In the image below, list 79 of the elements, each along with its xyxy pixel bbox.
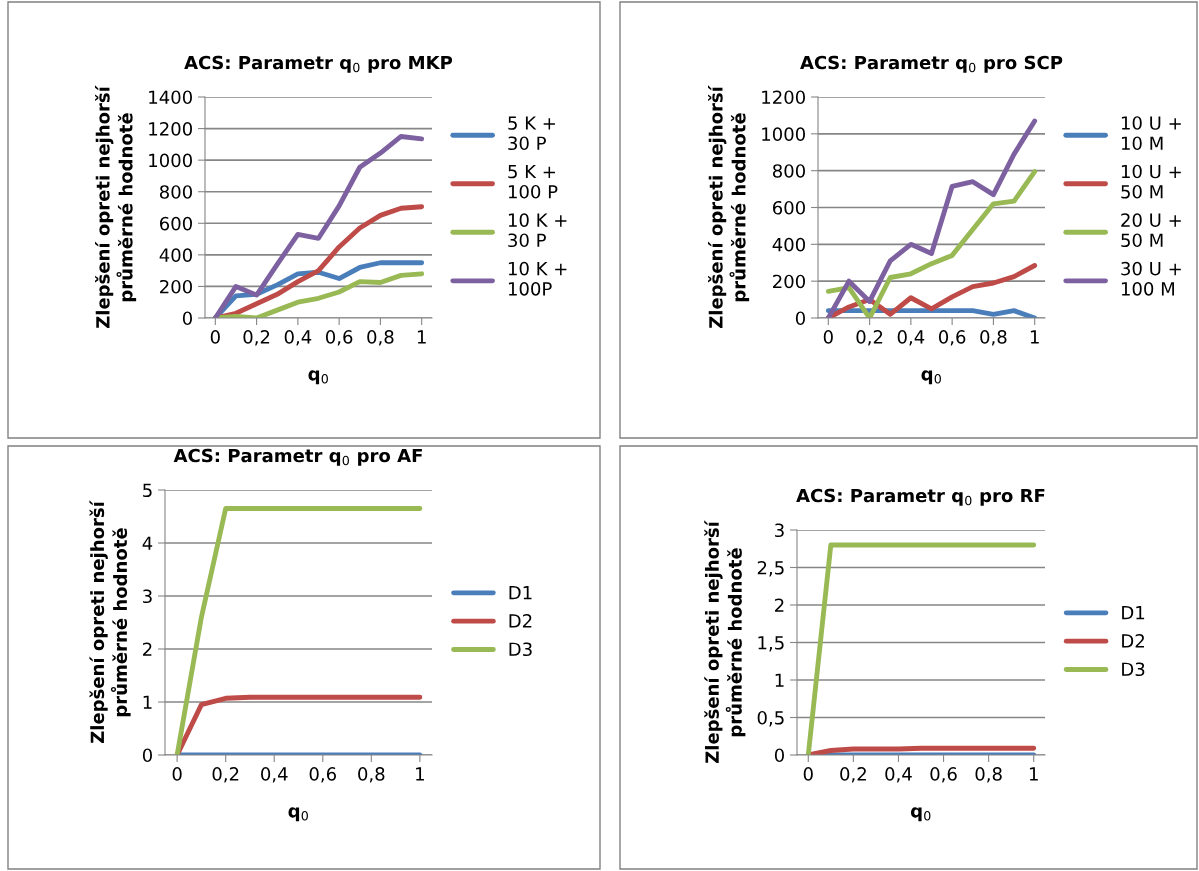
y-tick-label: 1200 xyxy=(762,90,805,105)
y-axis-title: Zlepšení opreti nejhorší průměrné hodnotě xyxy=(708,85,750,329)
chart-title: ACS: Parametr q$_{0}$ pro AF xyxy=(173,448,422,466)
y-tick-label: 4 xyxy=(142,536,153,550)
legend-label: D3 xyxy=(1122,662,1145,677)
x-tick-label: 0,8 xyxy=(975,767,1002,783)
y-tick-label: 800 xyxy=(159,185,192,199)
y-tick-label: 3 xyxy=(775,523,784,538)
x-tick-label: 0,2 xyxy=(840,767,866,783)
legend-label: 10 U + 10 M xyxy=(1121,116,1181,151)
y-tick-label: 800 xyxy=(772,164,805,178)
x-tick-label: 0,6 xyxy=(325,330,353,346)
x-tick-label: 0,2 xyxy=(243,330,270,346)
y-tick-label: 400 xyxy=(772,237,805,252)
legend-label: 30 U + 100 M xyxy=(1121,261,1181,296)
legend-label: D1 xyxy=(1122,606,1145,620)
x-tick-label: 0,6 xyxy=(930,767,957,783)
y-axis-title: Zlepšení opreti nejhorší průměrné hodnotě xyxy=(704,520,746,764)
y-tick-label: 2 xyxy=(143,642,152,656)
y-tick-label: 600 xyxy=(159,216,192,231)
y-tick-label: 0 xyxy=(774,748,784,763)
legend-label: 20 U + 50 M xyxy=(1121,213,1181,248)
x-tick-label: 1 xyxy=(417,330,426,344)
legend-label: 10 K + 100P xyxy=(508,261,567,296)
legend-label: 10 K + 30 P xyxy=(508,213,567,248)
y-tick-label: 0 xyxy=(795,311,805,326)
x-tick-label: 0,4 xyxy=(897,330,925,346)
x-tick-label: 1 xyxy=(416,767,424,781)
x-tick-label: 0,6 xyxy=(938,330,966,346)
y-tick-label: 1000 xyxy=(762,127,805,141)
x-tick-label: 0,4 xyxy=(284,330,312,346)
y-tick-label: 2,5 xyxy=(757,560,784,577)
y-tick-label: 2 xyxy=(775,598,784,612)
x-tick-label: 0,8 xyxy=(367,330,394,346)
x-tick-label: 0,8 xyxy=(358,767,385,783)
x-tick-label: 0,4 xyxy=(261,767,288,783)
x-tick-label: 0,2 xyxy=(856,330,883,346)
y-tick-label: 3 xyxy=(143,589,152,604)
line-series xyxy=(212,134,425,318)
x-axis-title: q$_{0}$ xyxy=(308,370,328,385)
chart-title: ACS: Parametr q$_{0}$ pro MKP xyxy=(184,55,453,73)
y-tick-label: 1000 xyxy=(149,153,192,168)
line-series xyxy=(825,118,1038,318)
x-tick-label: 1 xyxy=(1029,767,1038,781)
y-tick-label: 400 xyxy=(159,248,192,262)
legend-label: D2 xyxy=(1122,634,1144,648)
y-tick-label: 1 xyxy=(775,673,784,687)
legend-label: D3 xyxy=(509,642,532,657)
x-tick-label: 1 xyxy=(1030,330,1039,344)
x-axis-title: q$_{0}$ xyxy=(910,807,931,822)
y-tick-label: 0,5 xyxy=(757,710,784,727)
chart-title: ACS: Parametr q$_{0}$ pro RF xyxy=(796,488,1045,506)
legend-label: 10 U + 50 M xyxy=(1121,164,1181,199)
y-tick-label: 600 xyxy=(772,200,805,215)
y-axis-title: Zlepšení opreti nejhorší průměrné hodnotě xyxy=(89,500,131,744)
legend-label: 5 K + 30 P xyxy=(508,116,555,151)
x-tick-label: 0,6 xyxy=(309,767,336,783)
line-series xyxy=(825,169,1038,318)
x-tick-label: 0 xyxy=(823,330,833,344)
x-tick-label: 0 xyxy=(210,330,220,344)
y-tick-label: 0 xyxy=(182,311,192,326)
x-tick-label: 0,8 xyxy=(980,330,1007,346)
y-axis-title: Zlepšení opreti nejhorší průměrné hodnotě xyxy=(95,85,137,329)
x-axis-title: q$_{0}$ xyxy=(921,370,941,385)
y-tick-label: 200 xyxy=(773,274,805,289)
y-tick-label: 1400 xyxy=(149,90,192,105)
legend-label: D2 xyxy=(509,614,532,628)
y-tick-label: 5 xyxy=(143,483,152,498)
x-axis-title: q$_{0}$ xyxy=(288,807,308,822)
y-tick-label: 1,5 xyxy=(758,636,784,652)
x-tick-label: 0,2 xyxy=(212,767,239,783)
y-tick-label: 1 xyxy=(143,695,152,709)
y-tick-label: 1200 xyxy=(149,122,192,136)
legend-label: D1 xyxy=(509,586,532,600)
y-tick-label: 200 xyxy=(160,279,192,294)
x-tick-label: 0,4 xyxy=(885,767,912,783)
legend-label: 5 K + 100 P xyxy=(508,164,558,199)
chart-title: ACS: Parametr q$_{0}$ pro SCP xyxy=(800,55,1063,73)
y-tick-label: 0 xyxy=(142,748,152,763)
